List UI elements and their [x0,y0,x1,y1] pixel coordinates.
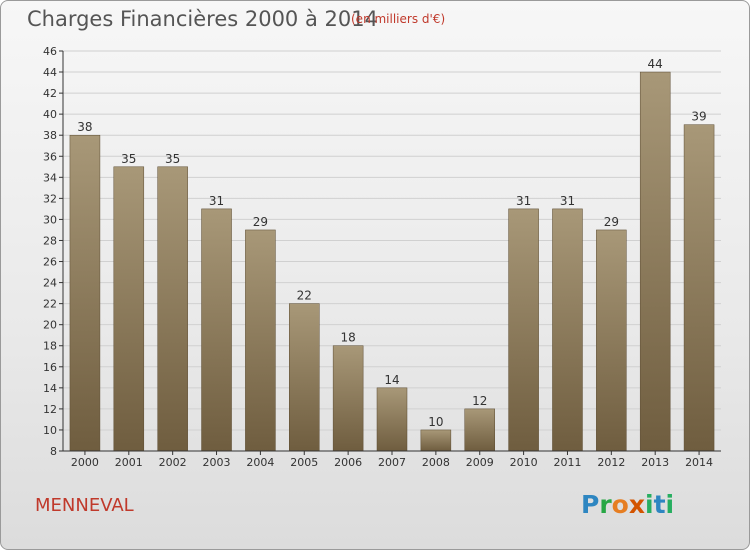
bar [332,345,364,452]
x-tick-label: 2007 [378,456,406,469]
y-tick-label: 30 [43,213,57,226]
y-tick-label: 20 [43,319,57,332]
x-tick-label: 2005 [290,456,318,469]
bar [376,387,408,452]
x-tick-label: 2012 [597,456,625,469]
bar [69,134,101,452]
y-tick-label: 26 [43,256,57,269]
data-label: 38 [77,120,92,134]
bar [552,208,583,452]
bar [113,166,145,452]
bar [596,229,627,452]
y-tick-label: 16 [43,361,57,374]
bar [508,208,539,452]
proxiti-logo: Proxiti [581,490,675,519]
x-tick-label: 2008 [422,456,450,469]
y-tick-label: 24 [43,277,57,290]
data-label: 18 [340,331,355,345]
data-label: 44 [648,57,663,71]
x-tick-label: 2014 [685,456,713,469]
bar [683,124,715,452]
y-tick-label: 36 [43,150,57,163]
x-tick-label: 2011 [553,456,581,469]
data-label: 35 [165,152,180,166]
x-tick-label: 2000 [71,456,99,469]
y-tick-label: 8 [50,445,57,458]
x-tick-label: 2003 [203,456,231,469]
data-label: 35 [121,152,136,166]
y-tick-label: 22 [43,298,57,311]
bar [157,166,188,452]
x-tick-label: 2001 [115,456,143,469]
bar [245,229,276,452]
data-label: 31 [209,194,224,208]
commune-name: MENNEVAL [35,495,134,516]
y-tick-label: 10 [43,424,57,437]
x-tick-label: 2009 [466,456,494,469]
data-label: 22 [297,289,312,303]
y-tick-label: 18 [43,340,57,353]
data-label: 31 [560,194,575,208]
data-label: 29 [253,215,268,229]
y-tick-label: 44 [43,66,57,79]
chart-subtitle: (en milliers d'€) [351,12,446,26]
y-tick-label: 14 [43,382,57,395]
y-tick-label: 28 [43,234,57,247]
data-label: 29 [604,215,619,229]
y-tick-label: 34 [43,171,57,184]
y-tick-label: 32 [43,192,57,205]
x-tick-label: 2013 [641,456,669,469]
bar [464,408,495,452]
bar [289,303,320,452]
data-label: 14 [384,373,399,387]
bar [420,429,452,452]
x-tick-label: 2010 [510,456,538,469]
bar [639,71,671,452]
x-tick-label: 2006 [334,456,362,469]
y-tick-label: 46 [43,45,57,58]
y-tick-label: 12 [43,403,57,416]
y-tick-label: 40 [43,108,57,121]
bar [201,208,232,452]
y-tick-label: 38 [43,129,57,142]
data-label: 31 [516,194,531,208]
data-label: 39 [691,110,706,124]
data-label: 12 [472,394,487,408]
chart-title: Charges Financières 2000 à 2014 [27,7,378,31]
x-tick-label: 2004 [246,456,274,469]
y-tick-label: 42 [43,87,57,100]
x-tick-label: 2002 [159,456,187,469]
data-label: 10 [428,415,443,429]
